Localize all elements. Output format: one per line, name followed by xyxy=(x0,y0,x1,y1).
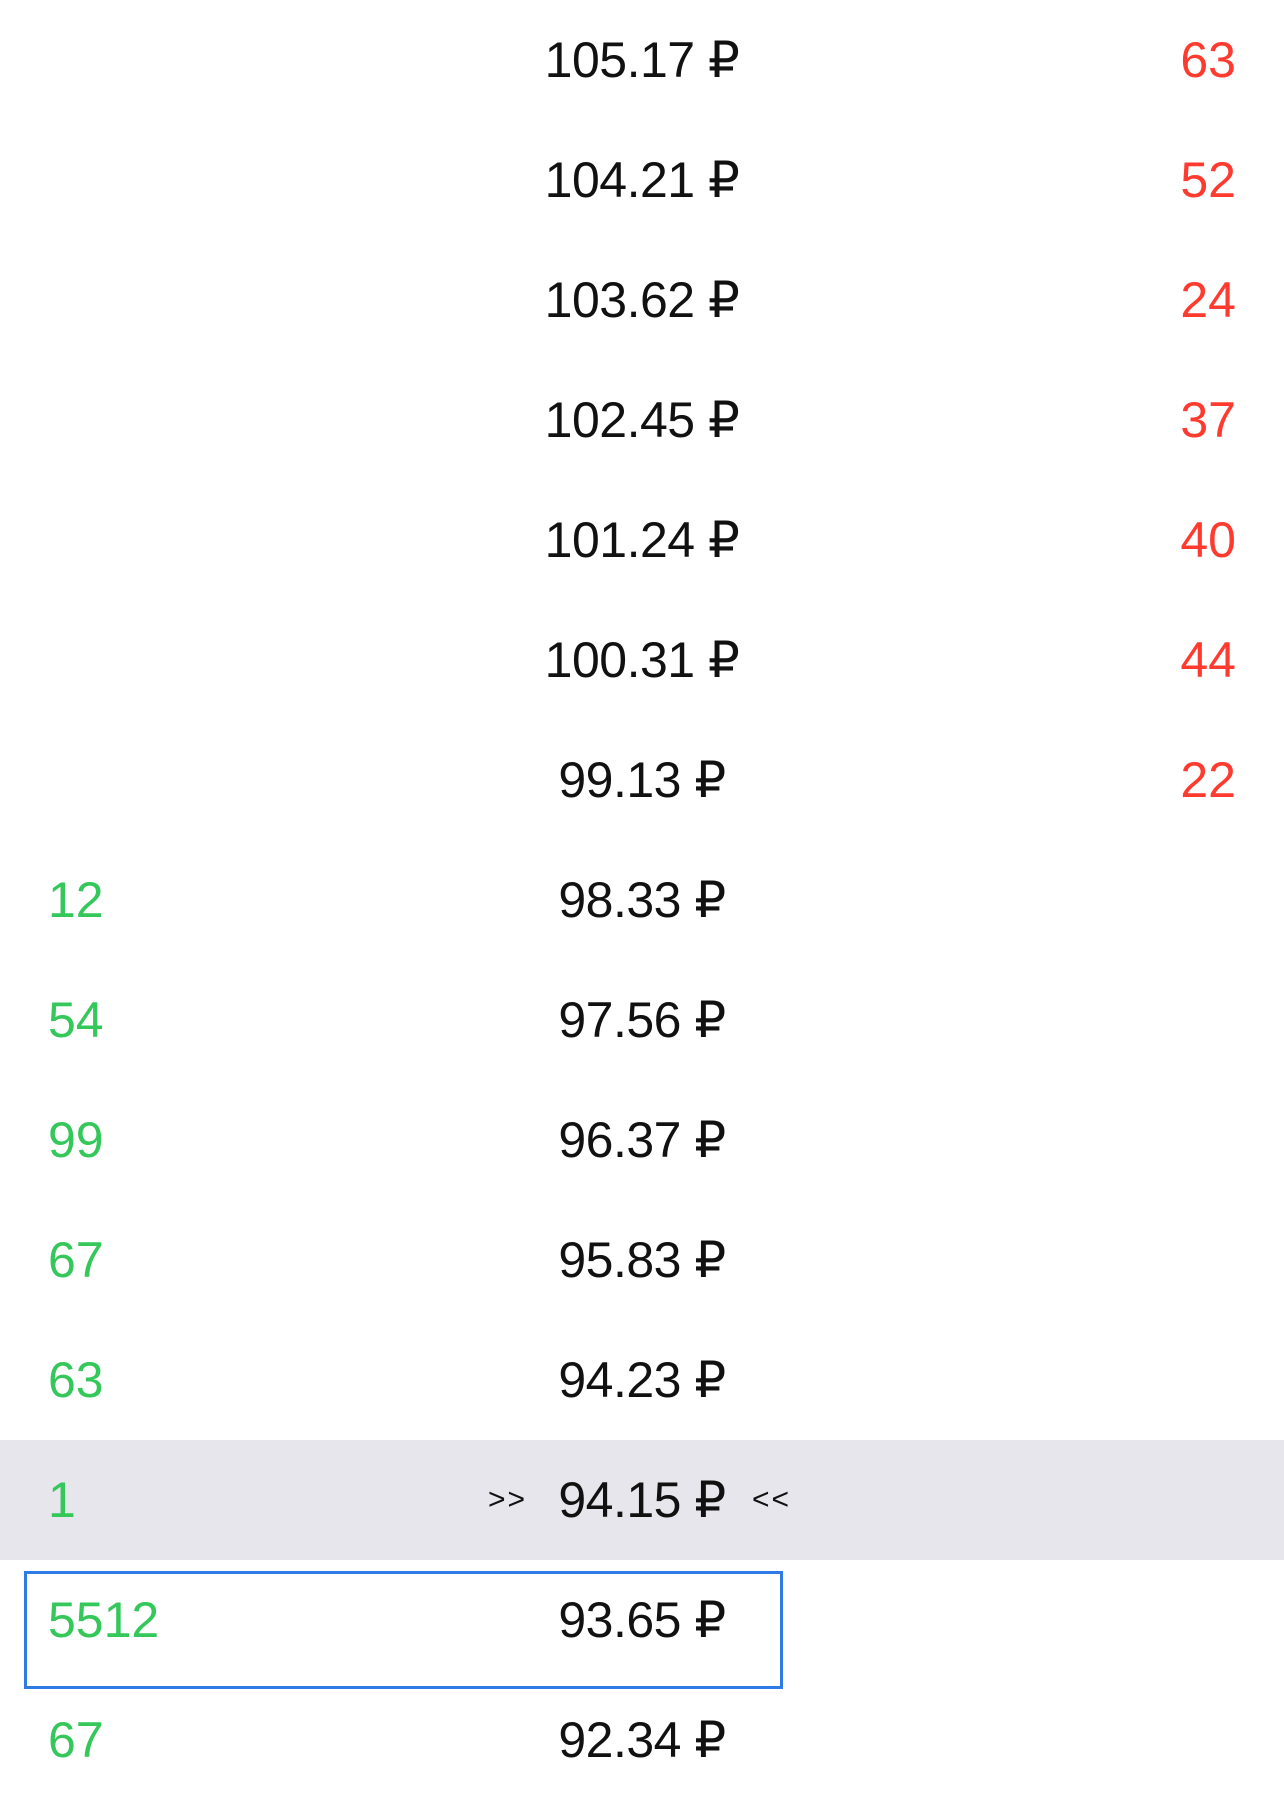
price-level: 102.45 ₽ xyxy=(544,392,740,448)
price-level: 103.62 ₽ xyxy=(544,272,740,328)
order-book-row[interactable]: 105.17 ₽ 63 xyxy=(0,0,1284,120)
bid-quantity: 99 xyxy=(48,1112,104,1168)
price-level: 94.23 ₽ xyxy=(558,1352,726,1408)
ask-quantity: 52 xyxy=(1180,152,1236,208)
price-level: 98.33 ₽ xyxy=(558,872,726,928)
ask-quantity: 24 xyxy=(1180,272,1236,328)
price-level: 100.31 ₽ xyxy=(544,632,740,688)
order-book-row[interactable]: 63 94.23 ₽ xyxy=(0,1320,1284,1440)
order-book-row[interactable]: 67 92.34 ₽ xyxy=(0,1680,1284,1800)
price-level: 99.13 ₽ xyxy=(558,752,726,808)
current-price-marker-right: << xyxy=(752,1483,792,1516)
price-level: 96.37 ₽ xyxy=(558,1112,726,1168)
order-book-row[interactable]: 100.31 ₽ 44 xyxy=(0,600,1284,720)
bid-quantity: 67 xyxy=(48,1232,104,1288)
ask-quantity: 63 xyxy=(1180,32,1236,88)
price-level: 92.34 ₽ xyxy=(558,1712,726,1768)
ask-quantity: 40 xyxy=(1180,512,1236,568)
price-level: 105.17 ₽ xyxy=(544,32,740,88)
current-price-row[interactable]: 1 >> 94.15 ₽ << xyxy=(0,1440,1284,1560)
order-book-row[interactable]: 101.24 ₽ 40 xyxy=(0,480,1284,600)
bid-quantity: 63 xyxy=(48,1352,104,1408)
order-book-row[interactable]: 104.21 ₽ 52 xyxy=(0,120,1284,240)
current-price-marker-left: >> xyxy=(488,1483,528,1516)
bid-quantity: 54 xyxy=(48,992,104,1048)
price-level: 93.65 ₽ xyxy=(558,1592,726,1648)
bid-quantity: 67 xyxy=(48,1712,104,1768)
price-level: 97.56 ₽ xyxy=(558,992,726,1048)
order-book-row[interactable]: 99.13 ₽ 22 xyxy=(0,720,1284,840)
current-price: 94.15 ₽ xyxy=(558,1472,726,1528)
order-book-row[interactable]: 67 95.83 ₽ xyxy=(0,1200,1284,1320)
selected-order-book-row[interactable]: 5512 93.65 ₽ xyxy=(0,1560,1284,1680)
ask-quantity: 37 xyxy=(1180,392,1236,448)
price-level: 95.83 ₽ xyxy=(558,1232,726,1288)
bid-quantity: 5512 xyxy=(48,1592,160,1648)
order-book-row[interactable]: 103.62 ₽ 24 xyxy=(0,240,1284,360)
order-book-row[interactable]: 54 97.56 ₽ xyxy=(0,960,1284,1080)
order-book-row[interactable]: 99 96.37 ₽ xyxy=(0,1080,1284,1200)
ask-quantity: 44 xyxy=(1180,632,1236,688)
order-book-row[interactable]: 12 98.33 ₽ xyxy=(0,840,1284,960)
price-level: 101.24 ₽ xyxy=(544,512,740,568)
bid-quantity: 1 xyxy=(48,1472,76,1528)
ask-quantity: 22 xyxy=(1180,752,1236,808)
order-book-row[interactable]: 102.45 ₽ 37 xyxy=(0,360,1284,480)
price-level: 104.21 ₽ xyxy=(544,152,740,208)
bid-quantity: 12 xyxy=(48,872,104,928)
